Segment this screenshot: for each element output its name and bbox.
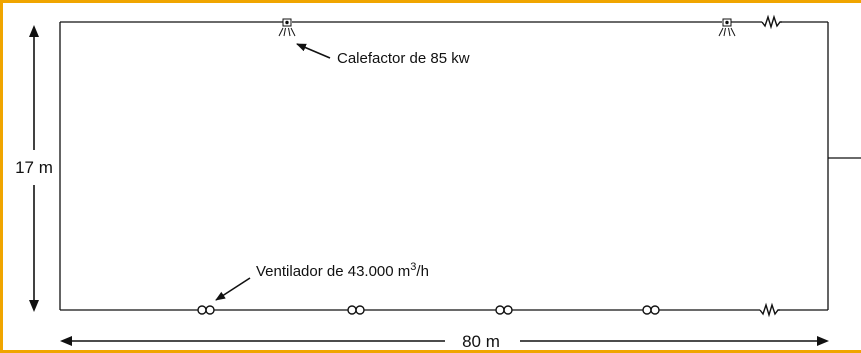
width-label: 80 m: [462, 332, 500, 351]
fan-label: Ventilador de 43.000 m3/h: [256, 261, 429, 280]
heater-icon: [278, 18, 296, 37]
heater-icon: [718, 18, 736, 37]
fan-icon: [197, 305, 215, 315]
heater-label: Calefactor de 85 kw: [337, 50, 470, 67]
resistor-icon: [761, 14, 782, 30]
fan-label-superscript: 3: [410, 261, 416, 273]
height-label: 17 m: [15, 158, 53, 177]
height-dimension: 17 m: [15, 25, 53, 312]
fan-pointer-arrow: [215, 277, 251, 301]
heater-pointer-arrow: [296, 43, 331, 59]
fan-label-suffix: /h: [416, 263, 429, 280]
width-dimension: 80 m: [60, 332, 829, 351]
fan-icon: [495, 305, 513, 315]
fan-label-prefix: Ventilador de 43.000 m: [256, 263, 410, 280]
building-outline: [59, 21, 861, 311]
fan-icon: [642, 305, 660, 315]
fan-icon: [347, 305, 365, 315]
resistor-icon: [759, 302, 780, 318]
